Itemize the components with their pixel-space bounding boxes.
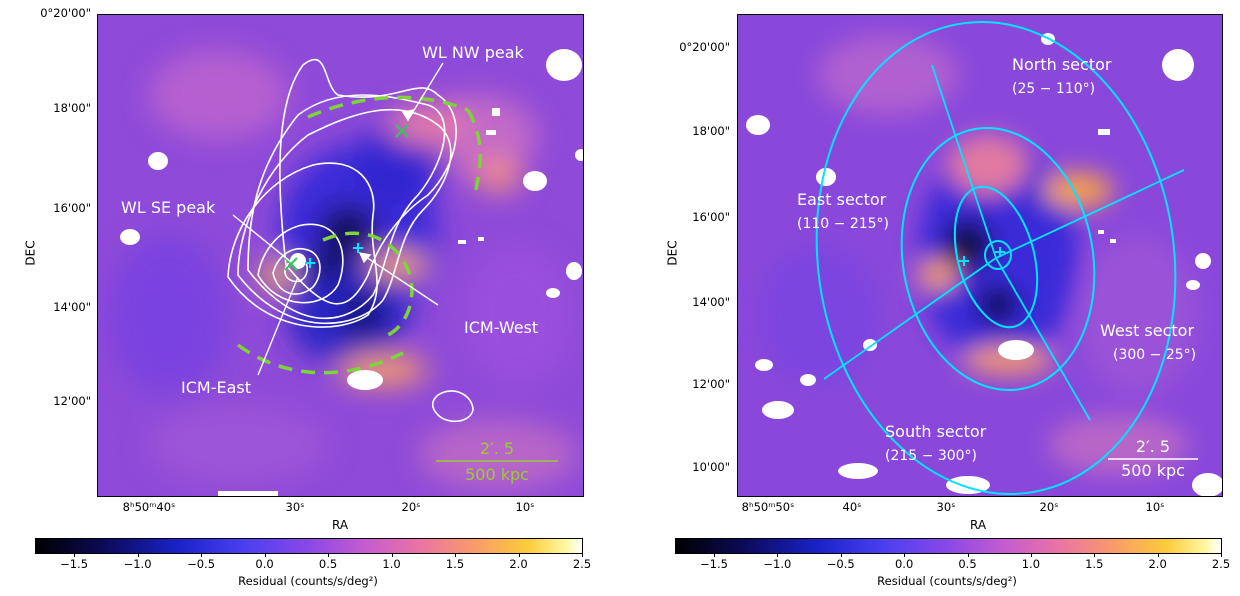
right-colorbar-tickmark [1221,553,1222,557]
right-colorbar-tickmark [840,553,842,557]
left-colorbar-tick: 1.0 [382,557,401,571]
right-colorbar-tick: −1.0 [763,557,792,571]
left-colorbar-tickmark [455,553,457,557]
left-colorbar-tick: −0.5 [187,557,216,571]
right-ytick-6: 10'00" [692,460,730,474]
east-sector-name: East sector [797,190,887,209]
left-colorbar-tick: −1.5 [60,557,89,571]
right-colorbar-tick: 1.0 [1021,557,1041,571]
right-ytick-1: 0°20'00" [679,40,730,54]
left-colorbar [35,538,583,554]
left-residual-map: WL NW peak WL SE peak ICM-West ICM-East … [97,14,584,497]
label-wl-nw-peak: WL NW peak [422,43,524,62]
left-x-axis-label: RA [332,518,349,532]
right-xtick-3: 30ˢ [936,500,956,514]
left-colorbar-tick: 2.0 [509,557,528,571]
label-wl-se-peak: WL SE peak [121,198,216,217]
left-colorbar-tick: 0.0 [255,557,274,571]
wl-contours [227,58,474,423]
left-ytick-4: 14'00" [53,300,91,314]
left-colorbar-tickmark [137,553,139,557]
left-colorbar-tickmark [74,553,76,557]
right-xtick-5: 10ˢ [1145,500,1165,514]
south-sector-name: South sector [885,422,987,441]
left-scale-angular: 2′. 5 [479,439,515,458]
right-ytick-4: 14'00" [692,295,730,309]
right-residual-image [738,15,1222,496]
west-sector-range: (300 − 25°) [1113,347,1197,363]
right-colorbar-tick: 0.0 [894,557,914,571]
left-colorbar-tickmark [582,553,583,557]
right-residual-map: North sector (25 − 110°) East sector (11… [737,14,1223,497]
sector-lines [823,64,1185,421]
right-colorbar-tickmark [777,553,779,557]
label-icm-west: ICM-West [464,318,539,337]
right-colorbar-tickmark [1094,553,1096,557]
right-colorbar [675,538,1222,554]
annulus-ellipses [815,21,1177,495]
annotation-pointers [232,62,444,376]
north-sector-name: North sector [1012,55,1112,74]
left-xtick-1: 8ʰ50ᵐ40ˢ [122,500,176,514]
right-scale-angular: 2′. 5 [1135,437,1171,456]
shock-arcs [236,95,482,375]
right-overlay [815,21,1198,495]
right-xtick-1: 8ʰ50ᵐ50ˢ [741,500,795,514]
left-colorbar-tickmark [391,553,393,557]
left-overlay [227,58,558,462]
right-ytick-5: 12'00" [692,377,730,391]
left-colorbar-tickmark [518,553,520,557]
left-colorbar-tick: 1.5 [445,557,465,571]
north-sector-range: (25 − 110°) [1012,81,1096,97]
left-colorbar-label: Residual (counts/s/deg²) [238,574,378,588]
left-y-axis-label: DEC [23,240,38,266]
right-colorbar-tickmark [714,553,716,557]
label-icm-east: ICM-East [181,378,251,397]
left-scale-physical: 500 kpc [465,465,529,484]
right-xtick-2: 40ˢ [842,500,862,514]
left-xtick-4: 10ˢ [515,500,535,514]
south-sector-range: (215 − 300°) [885,448,977,464]
right-y-axis-label: DEC [665,240,680,266]
right-colorbar-tick: −1.5 [700,557,728,571]
left-ytick-5: 12'00" [53,394,91,408]
left-colorbar-tick: 0.5 [318,557,338,571]
right-colorbar-tick: 0.5 [958,557,977,571]
right-xtick-4: 20ˢ [1039,500,1059,514]
left-xtick-2: 30ˢ [285,500,305,514]
center-markers [959,247,1005,266]
right-colorbar-tickmark [967,553,969,557]
left-colorbar-tick: −1.0 [123,557,152,571]
left-colorbar-tickmark [328,553,330,557]
east-sector-range: (110 − 215°) [797,216,889,232]
right-colorbar-tick: 1.5 [1085,557,1104,571]
left-colorbar-tickmark [201,553,203,557]
right-scale-physical: 500 kpc [1121,461,1185,480]
right-colorbar-tick: 2.0 [1148,557,1167,571]
right-ytick-2: 18'00" [692,124,730,138]
left-xtick-3: 20ˢ [401,500,421,514]
right-colorbar-tickmark [1030,553,1032,557]
right-ytick-3: 16'00" [692,210,730,224]
west-sector-name: West sector [1100,321,1195,340]
right-colorbar-tickmark [904,553,906,557]
left-colorbar-tickmark [264,553,266,557]
right-colorbar-tickmark [1157,553,1159,557]
right-x-axis-label: RA [970,518,987,532]
left-colorbar-tick: 2.5 [572,557,592,571]
peak-markers [284,124,409,271]
right-colorbar-label: Residual (counts/s/deg²) [877,574,1017,588]
right-colorbar-tick: −0.5 [826,557,855,571]
left-ytick-1: 0°20'00" [40,6,91,20]
left-ytick-2: 18'00" [53,101,91,115]
left-ytick-3: 16'00" [53,201,91,215]
right-colorbar-tick: 2.5 [1211,557,1231,571]
